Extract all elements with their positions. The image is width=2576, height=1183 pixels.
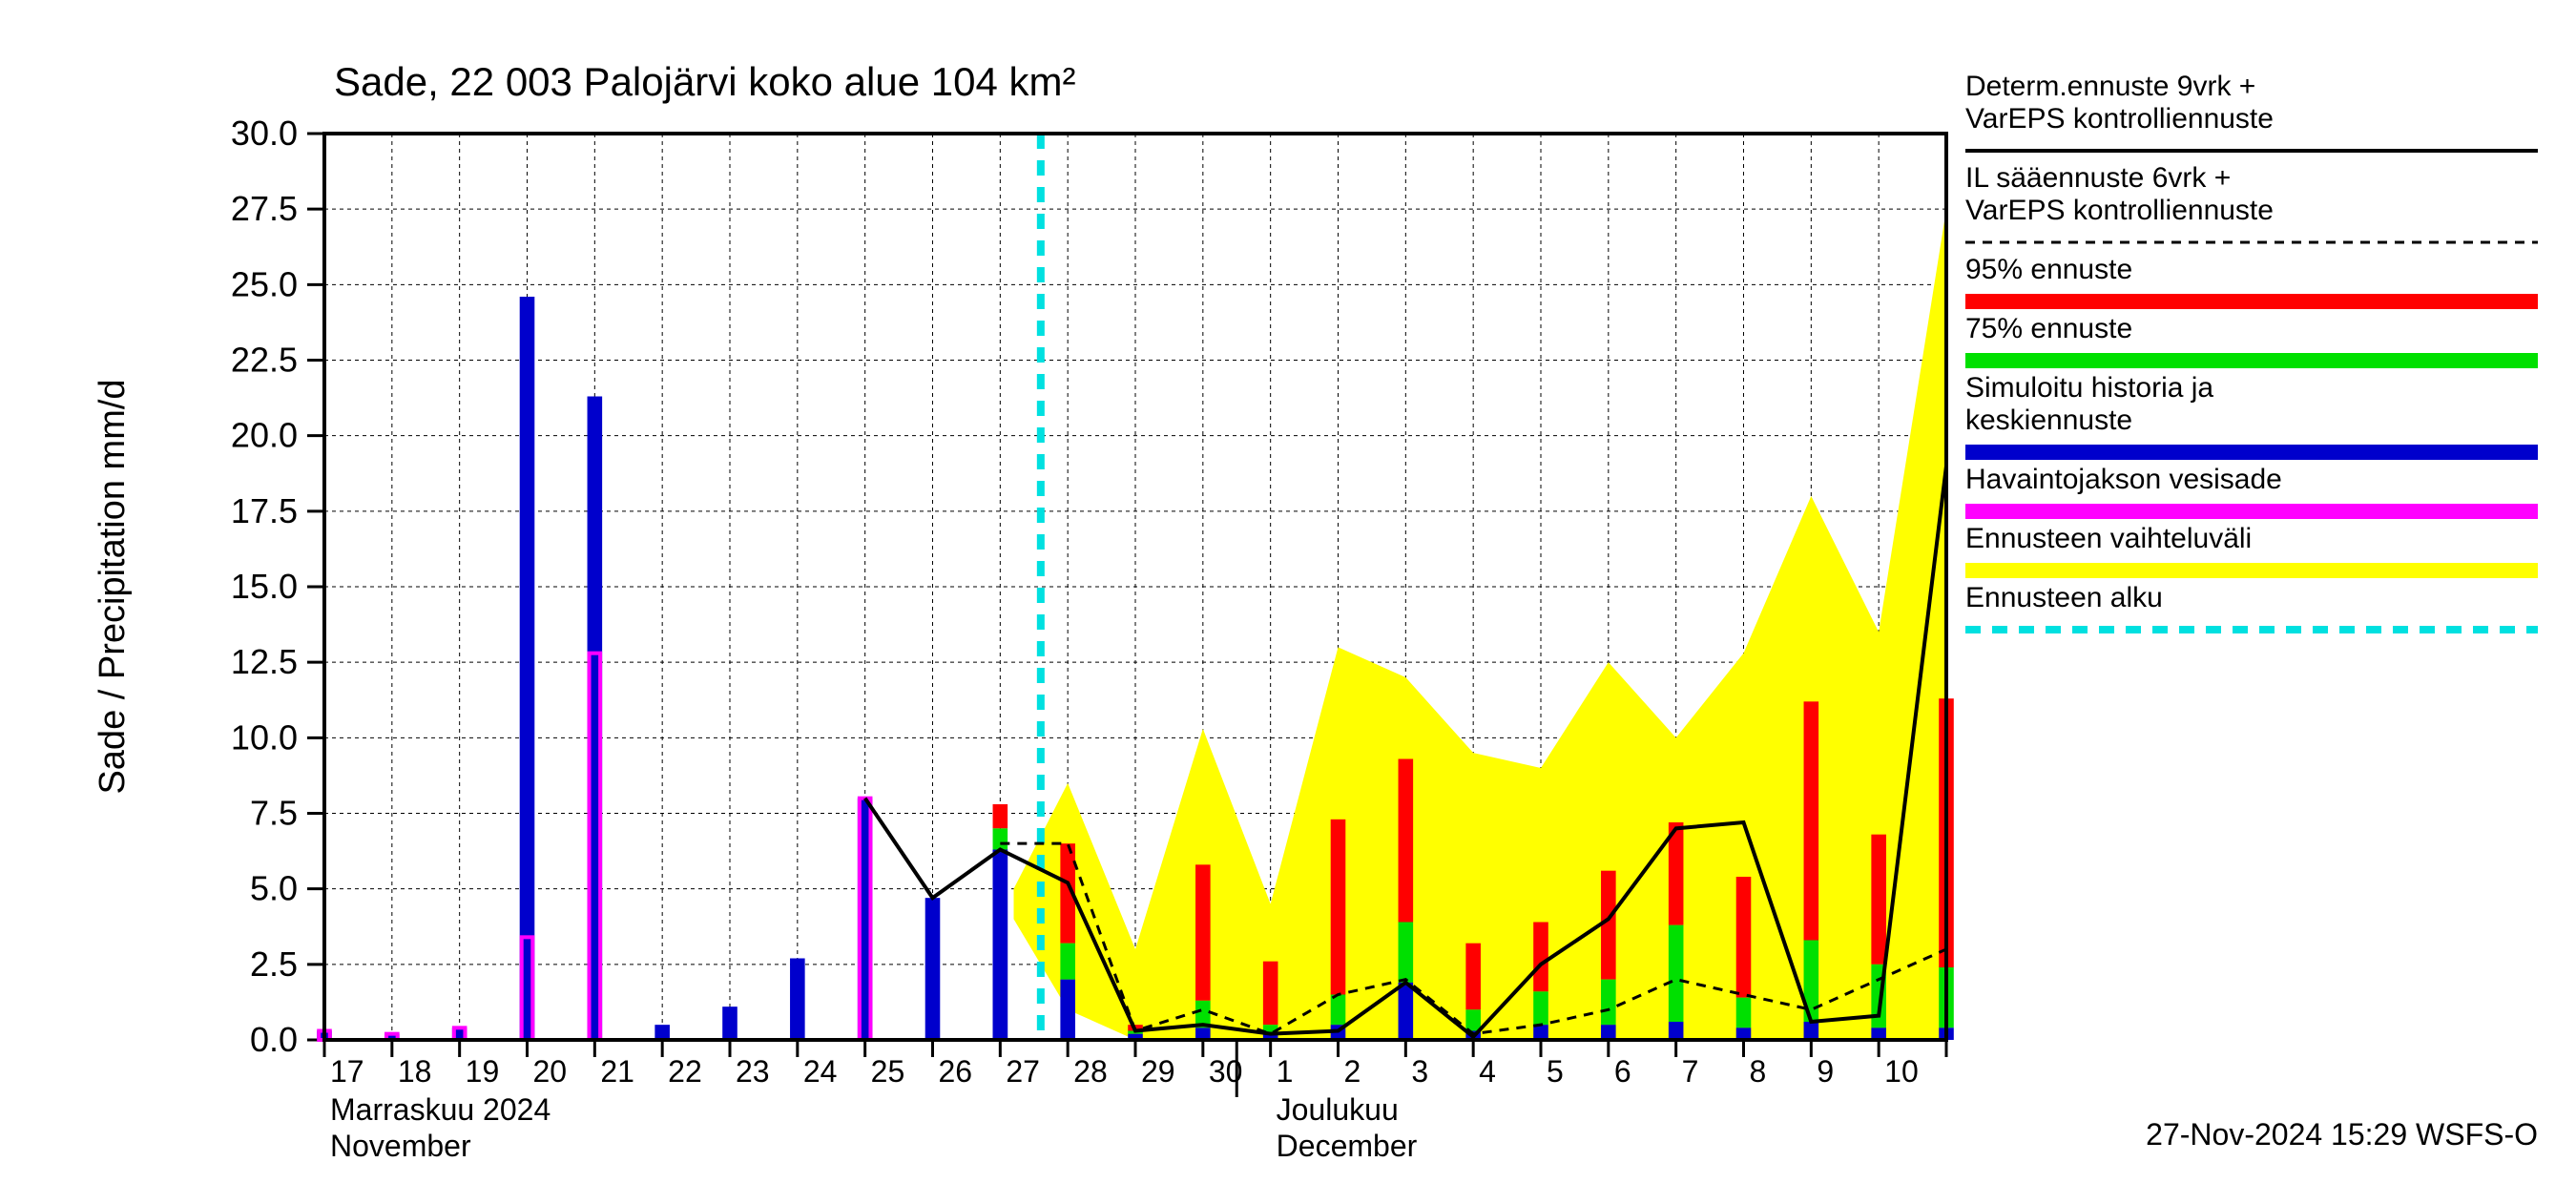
history-bar-blue <box>520 297 535 1040</box>
forecast-bar-95 <box>1331 820 1346 995</box>
ytick-label: 20.0 <box>231 416 298 455</box>
ytick-label: 0.0 <box>250 1020 298 1059</box>
forecast-bar-75 <box>1736 998 1752 1028</box>
ytick-label: 15.0 <box>231 567 298 606</box>
history-bar-blue <box>722 1007 737 1040</box>
forecast-bar-mean <box>1060 980 1075 1040</box>
legend-swatch <box>1965 445 2538 460</box>
xtick-label: 4 <box>1479 1054 1496 1089</box>
xtick-label: 5 <box>1547 1054 1564 1089</box>
history-bar-blue <box>654 1025 670 1040</box>
ytick-label: 30.0 <box>231 114 298 153</box>
xtick-label: 24 <box>803 1054 838 1089</box>
chart-footer: 27-Nov-2024 15:29 WSFS-O <box>2146 1117 2538 1152</box>
forecast-bar-mean <box>1669 1022 1684 1040</box>
forecast-bar-95 <box>1533 923 1548 992</box>
xtick-label: 3 <box>1411 1054 1428 1089</box>
chart-svg: 0.0 2.5 5.0 7.5 10.0 12.5 15.0 17.5 20.0 22.5 25.0… <box>19 19 2576 1164</box>
chart-title: Sade, 22 003 Palojärvi koko alue 104 km² <box>334 59 1075 104</box>
month-label-en: December <box>1277 1129 1418 1163</box>
forecast-bar-75 <box>1669 925 1684 1022</box>
ytick-label: 17.5 <box>231 491 298 530</box>
xtick-label: 9 <box>1817 1054 1834 1089</box>
history-bar-blue <box>790 959 805 1041</box>
forecast-bar-75 <box>1601 980 1616 1026</box>
forecast-bar-95 <box>1601 871 1616 980</box>
forecast-bar-95 <box>1399 759 1414 923</box>
ytick-label: 2.5 <box>250 944 298 984</box>
precipitation-chart: 0.0 2.5 5.0 7.5 10.0 12.5 15.0 17.5 20.0 22.5 25.0… <box>19 19 2576 1164</box>
forecast-bar-75 <box>993 828 1008 849</box>
xtick-label: 2 <box>1344 1054 1361 1089</box>
xtick-label: 6 <box>1614 1054 1631 1089</box>
forecast-bar-mean <box>1601 1025 1616 1040</box>
history-bar-blue <box>925 898 941 1040</box>
forecast-bar-75 <box>1465 1009 1481 1030</box>
forecast-bar-mean <box>1533 1025 1548 1040</box>
xtick-label: 27 <box>1006 1054 1040 1089</box>
forecast-bar-95 <box>1736 877 1752 998</box>
legend-swatch <box>1965 353 2538 368</box>
xtick-label: 26 <box>939 1054 973 1089</box>
xtick-label: 18 <box>398 1054 432 1089</box>
ytick-label: 25.0 <box>231 264 298 303</box>
legend-swatch <box>1965 294 2538 309</box>
forecast-bar-mean <box>993 850 1008 1041</box>
forecast-bar-95 <box>993 804 1008 828</box>
forecast-bar-95 <box>1871 835 1886 965</box>
xtick-label: 21 <box>600 1054 634 1089</box>
legend-label: 75% ennuste <box>1965 313 2132 344</box>
xtick-label: 8 <box>1750 1054 1767 1089</box>
legend-label: Ennusteen vaihteluväli <box>1965 523 2252 554</box>
forecast-bar-95 <box>1263 962 1278 1026</box>
legend-label: Ennusteen alku <box>1965 582 2163 613</box>
ytick-label: 7.5 <box>250 794 298 833</box>
xtick-label: 28 <box>1073 1054 1108 1089</box>
forecast-bar-95 <box>1465 944 1481 1010</box>
legend-swatch <box>1965 563 2538 578</box>
legend-label: 95% ennuste <box>1965 254 2132 285</box>
forecast-bar-75 <box>1533 991 1548 1025</box>
xtick-label: 7 <box>1682 1054 1699 1089</box>
legend-swatch <box>1965 504 2538 519</box>
xtick-label: 19 <box>466 1054 500 1089</box>
legend-label: IL sääennuste 6vrk + <box>1965 162 2231 194</box>
xtick-label: 1 <box>1277 1054 1294 1089</box>
forecast-bar-95 <box>1195 864 1211 1000</box>
legend-label: Determ.ennuste 9vrk + <box>1965 71 2255 102</box>
ytick-label: 5.0 <box>250 869 298 908</box>
legend-label: Havaintojakson vesisade <box>1965 464 2282 495</box>
month-label-fi: Joulukuu <box>1277 1092 1399 1127</box>
ytick-label: 22.5 <box>231 341 298 380</box>
month-label-en: November <box>330 1129 471 1163</box>
forecast-bar-75 <box>1060 944 1075 980</box>
xtick-label: 23 <box>736 1054 770 1089</box>
xtick-label: 22 <box>668 1054 702 1089</box>
legend-label: Simuloitu historia ja <box>1965 372 2213 404</box>
legend-label: VarEPS kontrolliennuste <box>1965 103 2274 135</box>
forecast-bar-75 <box>1399 923 1414 983</box>
forecast-bar-75 <box>1331 995 1346 1026</box>
xtick-label: 20 <box>533 1054 568 1089</box>
xtick-label: 17 <box>330 1054 364 1089</box>
ytick-label: 12.5 <box>231 642 298 681</box>
xtick-label: 25 <box>871 1054 905 1089</box>
xtick-label: 10 <box>1884 1054 1919 1089</box>
y-axis-label: Sade / Precipitation mm/d <box>93 379 133 794</box>
ytick-label: 10.0 <box>231 717 298 757</box>
legend-label: keskiennuste <box>1965 405 2132 436</box>
legend-label: VarEPS kontrolliennuste <box>1965 195 2274 226</box>
forecast-bar-mean <box>1399 983 1414 1040</box>
xtick-label: 29 <box>1141 1054 1175 1089</box>
month-label-fi: Marraskuu 2024 <box>330 1092 551 1127</box>
ytick-label: 27.5 <box>231 189 298 228</box>
forecast-bar-95 <box>1804 701 1819 940</box>
forecast-bar-mean <box>1804 1022 1819 1040</box>
